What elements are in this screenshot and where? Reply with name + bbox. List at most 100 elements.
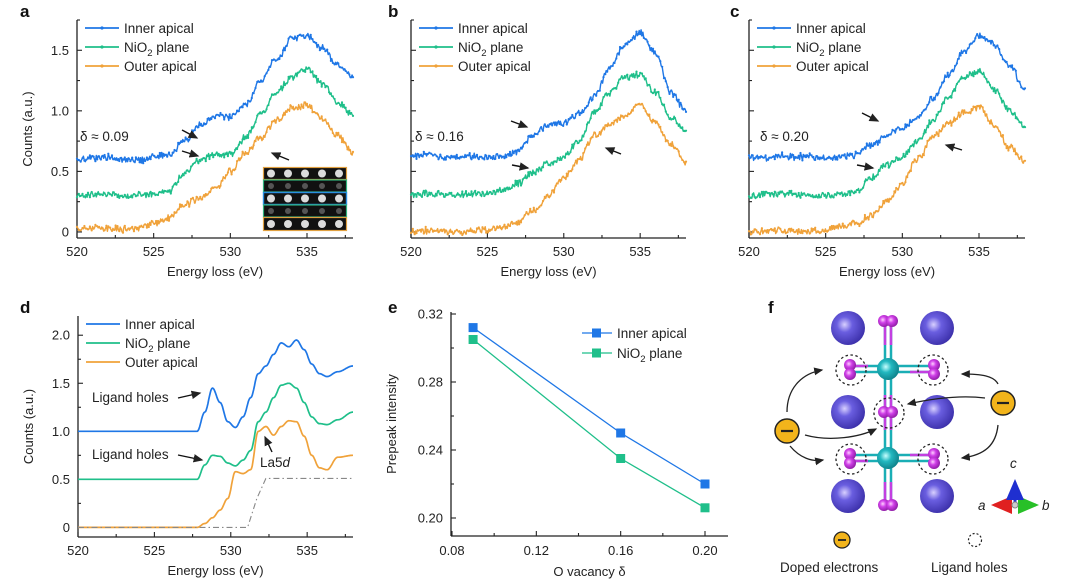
data-point [1000, 53, 1003, 57]
data-point [1023, 87, 1027, 90]
data-point [426, 195, 429, 198]
data-point [188, 138, 191, 141]
data-point [882, 136, 885, 139]
data-point [571, 168, 574, 171]
doped-electron-legend-icon [833, 531, 851, 549]
data-point [650, 90, 653, 93]
data-point [228, 113, 231, 116]
data-point [188, 170, 191, 173]
data-point [329, 59, 332, 63]
data-point [538, 130, 541, 133]
data-point [582, 110, 585, 114]
data-point [799, 231, 802, 234]
data-point [138, 161, 141, 164]
data-point [326, 122, 329, 125]
data-point [166, 155, 169, 158]
data-point [670, 118, 673, 121]
data-point [974, 105, 977, 108]
x-tick-label: 520 [66, 244, 88, 259]
annotation-arrow [177, 454, 204, 463]
data-point [852, 192, 856, 195]
data-point [913, 140, 916, 143]
data-point [629, 74, 633, 77]
legend-marker [772, 64, 776, 68]
data-point [646, 40, 649, 43]
data-point [208, 119, 211, 122]
data-point [173, 211, 176, 214]
data-point [448, 191, 451, 194]
data-point [448, 230, 451, 233]
data-point [551, 189, 554, 192]
data-point [86, 156, 90, 159]
data-point [808, 152, 811, 155]
data-point [963, 109, 966, 112]
data-point [419, 154, 422, 157]
doped-electron-right [990, 390, 1016, 416]
legend-marker [772, 26, 776, 30]
data-point [409, 193, 413, 196]
data-point [998, 130, 1001, 133]
data-point [928, 138, 931, 141]
atom-column [318, 169, 326, 178]
data-point [505, 225, 508, 228]
data-point [309, 71, 312, 74]
data-point [283, 49, 286, 52]
data-point [552, 121, 556, 124]
data-point [617, 52, 620, 55]
data-point [827, 191, 830, 195]
data-point [1007, 149, 1010, 152]
data-point [957, 57, 960, 60]
data-point [584, 130, 587, 133]
data-point [628, 113, 631, 116]
data-point [518, 150, 521, 153]
data-point [924, 145, 927, 148]
atom-column [318, 220, 326, 228]
data-point [461, 190, 464, 193]
data-point [351, 150, 355, 153]
data-point [175, 149, 178, 153]
data-point [272, 120, 275, 123]
data-point [536, 133, 539, 136]
data-point [832, 196, 835, 199]
data-point [1003, 143, 1006, 146]
data-point [1012, 67, 1016, 70]
panel-label-f: f [768, 298, 774, 317]
data-point [296, 108, 299, 111]
data-point [790, 189, 793, 192]
atom-column [268, 183, 274, 189]
data-point [541, 129, 545, 132]
data-point [267, 125, 270, 128]
data-point [437, 158, 440, 161]
data-point [782, 230, 786, 233]
x-tick-label: 535 [296, 543, 318, 558]
data-point [316, 43, 320, 46]
data-point [490, 228, 493, 231]
data-point [582, 152, 585, 155]
data-point [274, 121, 277, 124]
data-point [164, 153, 167, 156]
x-tick-label: 0.08 [439, 543, 464, 558]
legend-label-outer-apical: Outer apical [796, 59, 869, 74]
data-point [841, 194, 844, 197]
data-point [852, 157, 856, 160]
data-point [258, 80, 261, 83]
data-point [280, 54, 283, 58]
data-point [1022, 126, 1025, 129]
data-point [210, 187, 213, 190]
data-point [441, 157, 444, 160]
data-point [234, 148, 237, 151]
data-point [508, 150, 512, 153]
data-point [158, 220, 161, 223]
data-point [305, 67, 309, 70]
data-point [819, 231, 822, 234]
data-point [841, 222, 844, 225]
data-point [582, 135, 585, 138]
annotation-arrow [181, 129, 199, 139]
data-point [304, 101, 307, 104]
data-point [747, 230, 751, 233]
data-point [931, 118, 935, 121]
data-point [620, 75, 623, 78]
data-point [987, 119, 990, 122]
data-point [977, 70, 981, 73]
data-point [254, 86, 257, 90]
